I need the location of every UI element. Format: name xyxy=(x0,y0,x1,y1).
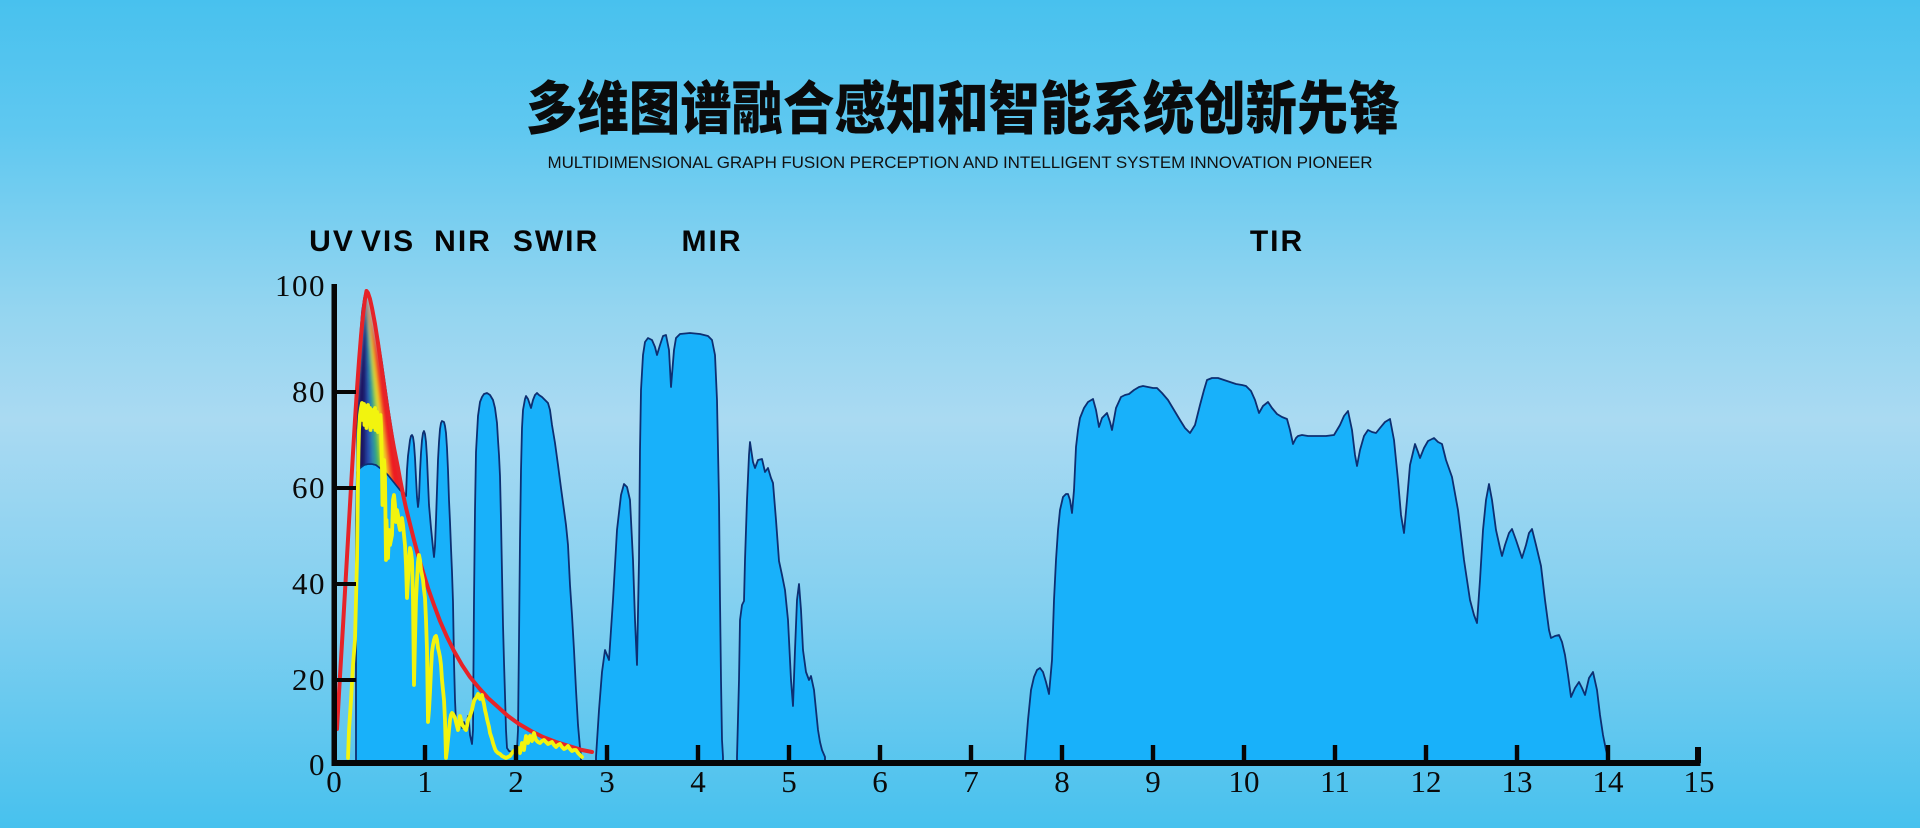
svg-text:TIR: TIR xyxy=(1250,225,1304,258)
svg-text:8: 8 xyxy=(1054,764,1070,799)
svg-text:0: 0 xyxy=(309,747,326,782)
svg-text:NIR: NIR xyxy=(434,225,492,258)
svg-text:14: 14 xyxy=(1593,764,1625,799)
svg-text:2: 2 xyxy=(508,764,524,799)
svg-text:MULTIDIMENSIONAL GRAPH FUSION: MULTIDIMENSIONAL GRAPH FUSION PERCEPTION… xyxy=(548,153,1373,172)
svg-text:9: 9 xyxy=(1145,764,1161,799)
svg-text:MIR: MIR xyxy=(682,225,743,258)
svg-text:0: 0 xyxy=(326,764,342,799)
svg-text:13: 13 xyxy=(1502,764,1533,799)
svg-text:80: 80 xyxy=(292,374,326,409)
svg-text:3: 3 xyxy=(599,764,615,799)
svg-text:15: 15 xyxy=(1684,764,1715,799)
svg-text:1: 1 xyxy=(417,764,433,799)
svg-text:5: 5 xyxy=(781,764,797,799)
svg-text:SWIR: SWIR xyxy=(513,225,599,258)
svg-text:VIS: VIS xyxy=(361,225,415,258)
svg-text:40: 40 xyxy=(292,566,326,601)
svg-text:100: 100 xyxy=(275,268,326,303)
svg-text:7: 7 xyxy=(963,764,979,799)
svg-text:20: 20 xyxy=(292,662,326,697)
svg-text:10: 10 xyxy=(1229,764,1260,799)
svg-text:4: 4 xyxy=(690,764,706,799)
svg-text:11: 11 xyxy=(1320,764,1350,799)
svg-text:6: 6 xyxy=(872,764,888,799)
svg-text:12: 12 xyxy=(1411,764,1442,799)
svg-text:UV: UV xyxy=(309,225,355,258)
svg-text:60: 60 xyxy=(292,470,326,505)
